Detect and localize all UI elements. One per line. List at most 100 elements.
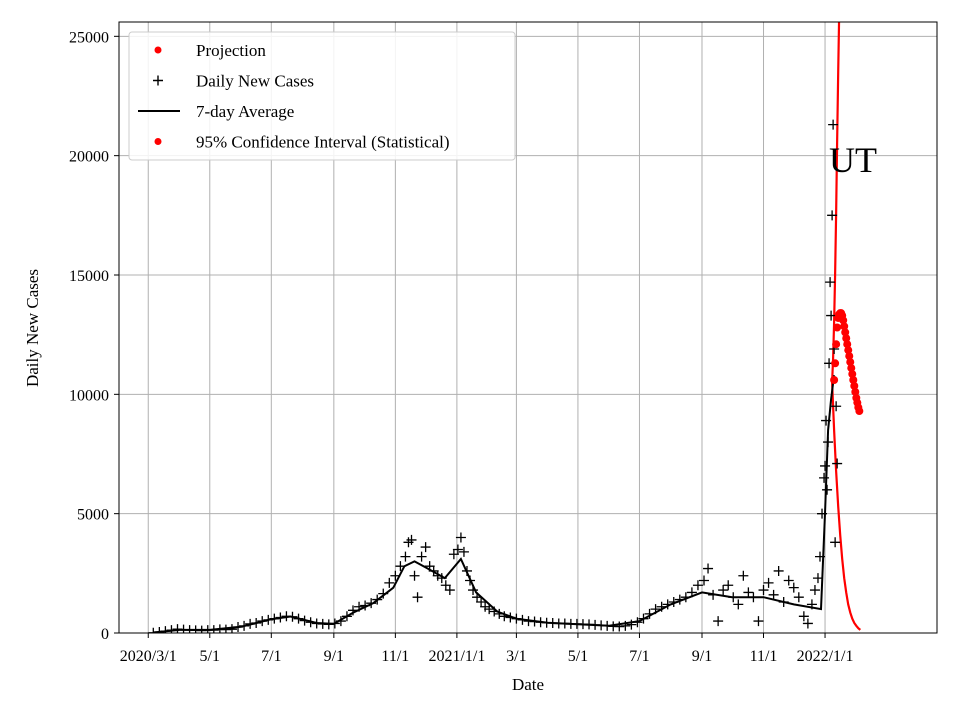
daily-case-marker	[263, 614, 274, 625]
legend-label: 95% Confidence Interval (Statistical)	[196, 133, 450, 152]
daily-case-marker	[713, 616, 724, 627]
projection-point	[850, 381, 859, 390]
daily-case-marker	[341, 611, 352, 622]
daily-case-marker	[644, 608, 655, 619]
daily-case-marker	[817, 508, 828, 519]
daily-case-marker	[748, 592, 759, 603]
daily-case-marker	[738, 570, 749, 581]
daily-case-marker	[826, 310, 837, 321]
daily-case-marker	[412, 592, 423, 603]
projection-point	[832, 340, 841, 349]
projection-point	[839, 316, 848, 325]
x-tick-label: 7/1	[629, 648, 649, 665]
daily-case-marker	[455, 532, 466, 543]
daily-case-marker	[821, 415, 832, 426]
daily-case-marker	[632, 617, 643, 628]
daily-case-marker	[444, 585, 455, 596]
daily-case-marker	[828, 119, 839, 130]
daily-case-marker	[806, 599, 817, 610]
daily-case-marker	[239, 620, 250, 631]
legend-dot-marker	[154, 46, 162, 54]
daily-case-marker	[245, 618, 256, 629]
daily-case-marker	[773, 565, 784, 576]
daily-case-marker	[733, 599, 744, 610]
daily-case-marker	[233, 622, 244, 633]
daily-case-marker	[208, 625, 219, 633]
daily-case-marker	[814, 551, 825, 562]
daily-case-marker	[783, 575, 794, 586]
ci-upper-curve	[831, 22, 841, 383]
daily-case-marker	[723, 580, 734, 591]
daily-case-marker	[305, 617, 316, 628]
daily-case-marker	[822, 484, 833, 495]
projection-point	[830, 376, 839, 385]
daily-case-marker	[372, 594, 383, 605]
x-tick-label: 3/1	[506, 648, 526, 665]
daily-case-marker	[472, 592, 483, 603]
y-axis-label: Daily New Cases	[23, 269, 42, 387]
projection-point	[844, 346, 853, 355]
daily-case-marker	[269, 613, 280, 624]
daily-case-marker	[452, 544, 463, 555]
daily-case-marker	[668, 596, 679, 607]
daily-case-marker	[440, 580, 451, 591]
daily-case-marker	[489, 606, 500, 617]
x-tick-label: 7/1	[261, 648, 281, 665]
daily-case-marker	[409, 570, 420, 581]
x-tick-label: 5/1	[568, 648, 588, 665]
daily-case-marker	[480, 601, 491, 612]
legend-plus-marker	[153, 75, 163, 86]
daily-case-marker	[257, 616, 268, 627]
daily-case-marker	[763, 577, 774, 588]
daily-case-marker	[832, 458, 843, 469]
legend-entry: Daily New Cases	[153, 72, 314, 91]
daily-case-marker	[820, 460, 831, 471]
daily-case-marker	[758, 585, 769, 596]
daily-case-marker	[703, 563, 714, 574]
plot-frame	[118, 21, 938, 634]
daily-case-marker	[354, 601, 365, 612]
x-tick-label: 9/1	[692, 648, 712, 665]
daily-case-marker	[499, 611, 510, 622]
axis-ticks: 2020/3/1 5/1 7/1 9/1 11/1 2021/1/1 3/1 5/1 7/1 9/…	[69, 29, 853, 665]
projection-point	[842, 334, 851, 343]
daily-case-marker	[798, 611, 809, 622]
legend-box	[128, 31, 516, 161]
daily-case-marker	[468, 585, 479, 596]
y-tick-label: 0	[101, 626, 109, 643]
daily-case-marker	[424, 561, 435, 572]
daily-case-marker	[366, 598, 377, 609]
daily-case-marker	[650, 604, 661, 615]
daily-case-marker	[400, 551, 411, 562]
daily-case-marker	[154, 627, 165, 633]
daily-case-marker	[378, 588, 389, 599]
x-tick-label: 5/1	[200, 648, 220, 665]
daily-case-marker	[390, 570, 401, 581]
y-tick-label: 10000	[69, 387, 109, 404]
daily-case-marker	[825, 277, 836, 288]
daily-case-marker	[778, 596, 789, 607]
projection-point	[843, 340, 852, 349]
daily-case-marker	[420, 542, 431, 553]
projection-point	[855, 407, 864, 416]
daily-case-marker	[830, 537, 841, 548]
projection-point	[845, 352, 854, 361]
daily-case-marker	[323, 619, 334, 630]
legend: Projection Daily New Cases 7-day Average 95…	[128, 31, 516, 161]
daily-case-marker	[686, 587, 697, 598]
daily-case-marker	[809, 585, 820, 596]
legend-dot-marker	[154, 138, 162, 145]
legend-entry: Projection	[154, 41, 266, 60]
x-tick-label: 11/1	[750, 648, 778, 665]
daily-case-marker	[275, 612, 286, 623]
plot-data	[148, 22, 864, 633]
ci-lower-curve	[831, 382, 862, 631]
x-tick-label: 11/1	[381, 648, 409, 665]
daily-case-marker	[329, 618, 340, 629]
daily-case-marker	[360, 600, 371, 611]
projection-point	[848, 370, 857, 379]
daily-case-marker	[458, 546, 469, 557]
daily-case-marker	[511, 613, 522, 624]
daily-case-marker	[348, 605, 359, 616]
